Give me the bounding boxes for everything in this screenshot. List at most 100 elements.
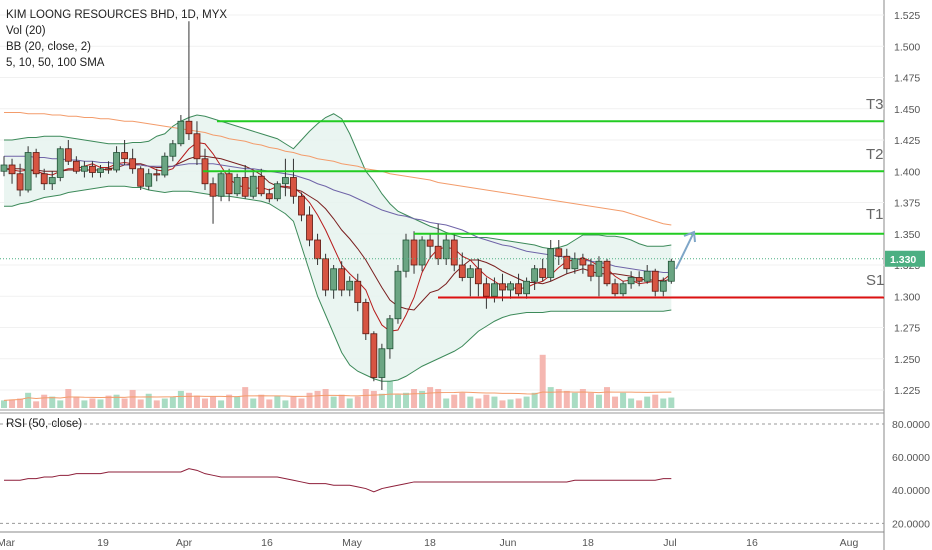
time-axis[interactable]: Mar 19 Apr 16 May 18 Jun 18 Jul 16 Aug bbox=[0, 537, 858, 549]
candle-body bbox=[354, 280, 362, 303]
volume-bar bbox=[185, 392, 192, 408]
candle-body bbox=[209, 183, 217, 197]
candle-body bbox=[113, 152, 120, 171]
time-tick-label: 18 bbox=[582, 537, 594, 549]
candle-body bbox=[491, 283, 498, 297]
candle-body bbox=[611, 283, 619, 295]
volume-bar bbox=[595, 394, 602, 408]
price-tick-label: 1.475 bbox=[894, 73, 920, 85]
price-tick-label: 1.350 bbox=[894, 229, 920, 241]
volume-bar bbox=[370, 390, 377, 408]
volume-bar bbox=[145, 393, 152, 408]
volume-bar bbox=[266, 399, 273, 408]
candle-body bbox=[370, 333, 378, 378]
volume-bar bbox=[202, 398, 208, 408]
volume-bar bbox=[563, 390, 570, 408]
candle-body bbox=[306, 214, 313, 241]
t2-label: T2 bbox=[866, 146, 884, 163]
candle-body bbox=[442, 239, 450, 260]
candle-body bbox=[40, 173, 48, 185]
candle-body bbox=[579, 258, 587, 266]
volume-bar bbox=[475, 398, 482, 408]
candle-body bbox=[241, 177, 249, 197]
volume-bar bbox=[161, 398, 168, 408]
candle-body bbox=[482, 283, 490, 297]
volume-bar bbox=[555, 389, 562, 408]
volume-bar bbox=[523, 396, 530, 408]
volume-bar bbox=[435, 389, 442, 408]
candle-body bbox=[603, 260, 611, 285]
candle-body bbox=[338, 268, 346, 291]
study-bollinger[interactable]: BB (20, close, 2) bbox=[6, 41, 92, 53]
price-tick-label: 1.275 bbox=[894, 323, 920, 335]
candle-body bbox=[595, 260, 603, 277]
candle-body bbox=[0, 164, 8, 172]
chart-legend: KIM LOONG RESOURCES BHD, 1D, MYX Vol (20… bbox=[6, 7, 227, 71]
volume-bar bbox=[644, 396, 651, 408]
volume-bar bbox=[73, 396, 80, 408]
price-tick-label: 1.375 bbox=[894, 198, 920, 210]
candle-body bbox=[290, 177, 297, 197]
volume-bar bbox=[274, 395, 281, 408]
candle-body bbox=[426, 239, 434, 247]
volume-bar bbox=[1, 400, 7, 408]
symbol-title[interactable]: KIM LOONG RESOURCES BHD, 1D, MYX bbox=[6, 9, 228, 21]
volume-bar bbox=[539, 354, 546, 408]
candle-body bbox=[193, 133, 201, 160]
candle-body bbox=[233, 177, 241, 195]
volume-bar bbox=[17, 398, 24, 408]
volume-bar bbox=[338, 394, 345, 408]
t1-label: T1 bbox=[866, 206, 884, 223]
candle-body bbox=[531, 268, 539, 282]
volume-bar bbox=[507, 399, 514, 408]
volume-bar bbox=[177, 390, 184, 408]
trend-arrow-shaft bbox=[675, 231, 695, 270]
time-tick-label: Apr bbox=[176, 537, 193, 549]
time-tick-label: 18 bbox=[424, 537, 436, 549]
candle-body bbox=[129, 158, 137, 170]
candle-body bbox=[217, 173, 225, 197]
volume-bar bbox=[298, 398, 305, 408]
volume-bar bbox=[97, 399, 104, 408]
t3-label: T3 bbox=[866, 96, 884, 113]
volume-bar bbox=[354, 396, 361, 408]
time-tick-label: Jul bbox=[663, 537, 676, 549]
candle-body bbox=[450, 239, 458, 266]
volume-bar bbox=[218, 400, 225, 408]
candle-body bbox=[563, 255, 571, 270]
candle-body bbox=[474, 268, 482, 285]
volume-bar bbox=[652, 394, 659, 408]
candle-body bbox=[64, 148, 72, 162]
candle-body bbox=[659, 280, 667, 292]
price-axis[interactable]: 1.525 1.500 1.475 1.450 1.425 1.400 1.375 1.350… bbox=[885, 10, 925, 397]
volume-bar bbox=[483, 394, 490, 408]
candle-body bbox=[137, 168, 145, 187]
candle-body bbox=[314, 239, 321, 260]
candle-body bbox=[523, 280, 530, 295]
candle-body bbox=[635, 277, 643, 282]
candle-body bbox=[56, 148, 64, 178]
candle-body bbox=[627, 277, 635, 285]
candle-body bbox=[346, 280, 354, 291]
volume-bar bbox=[290, 396, 297, 408]
candle-body bbox=[539, 268, 547, 278]
candle-body bbox=[24, 152, 32, 191]
volume-bar bbox=[491, 396, 498, 408]
study-sma[interactable]: 5, 10, 50, 100 SMA bbox=[6, 57, 105, 69]
study-volume[interactable]: Vol (20) bbox=[6, 25, 46, 37]
candle-body bbox=[97, 168, 104, 173]
candle-body bbox=[555, 248, 563, 257]
candle-body bbox=[89, 165, 96, 173]
price-tick-label: 1.500 bbox=[894, 41, 920, 53]
trend-arrow-head bbox=[683, 230, 696, 243]
volume-bar bbox=[579, 389, 586, 408]
volume-bar bbox=[250, 398, 257, 408]
candle-body bbox=[81, 165, 88, 172]
candle-body bbox=[32, 152, 40, 175]
candle-body bbox=[121, 152, 128, 160]
volume-bar bbox=[419, 390, 426, 408]
volume-bar bbox=[668, 397, 675, 408]
volume-bar bbox=[636, 400, 643, 408]
rsi-legend[interactable]: RSI (50, close) bbox=[6, 418, 83, 430]
